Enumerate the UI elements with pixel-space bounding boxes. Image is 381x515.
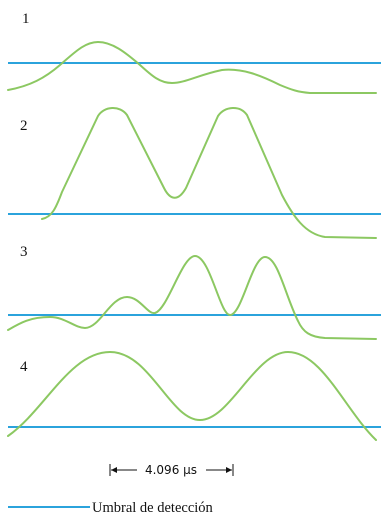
panel-4-signal-trace (7, 351, 377, 441)
legend: Umbral de detección (8, 500, 214, 515)
panel-2: 2 (8, 107, 381, 239)
panel-3-label: 3 (20, 244, 28, 260)
scale-bar-left-arrow-icon (111, 467, 117, 473)
panel-2-label: 2 (20, 118, 28, 134)
panel-2-signal-trace (41, 107, 377, 239)
panel-4: 4 (7, 351, 381, 441)
panel-3-signal-trace (7, 255, 377, 340)
legend-label: Umbral de detección (92, 500, 214, 515)
time-scale-bar: 4.096 µs (109, 463, 234, 477)
scale-bar-right-arrow-icon (226, 467, 232, 473)
panel-1-signal-trace (7, 41, 377, 94)
panel-3: 3 (7, 244, 381, 340)
scale-bar-label: 4.096 µs (145, 463, 197, 477)
panel-1-label: 1 (22, 11, 30, 27)
panel-1: 1 (7, 11, 381, 94)
panel-4-label: 4 (20, 359, 28, 375)
